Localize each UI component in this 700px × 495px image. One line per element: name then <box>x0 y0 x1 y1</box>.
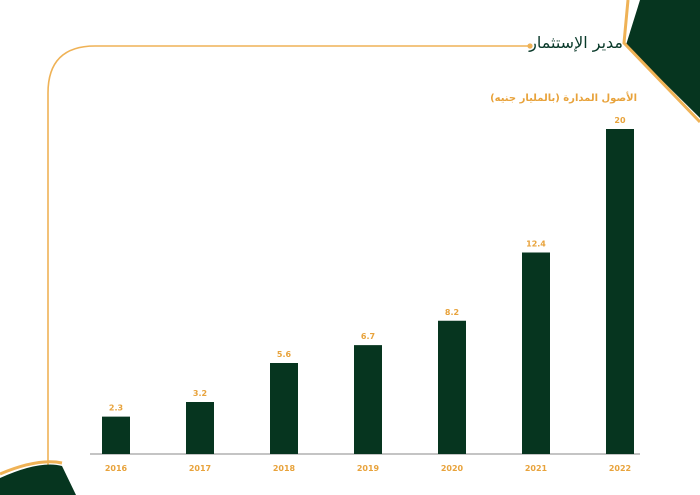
corner-accent-bottom-left <box>0 460 63 476</box>
x-tick-label-2016: 2016 <box>105 464 128 473</box>
x-tick-labels-group: 2016 2017 2018 2019 2020 2021 2022 <box>105 464 631 473</box>
corner-decoration-bottom-left <box>0 464 76 495</box>
bar-2019 <box>354 345 382 454</box>
value-label-2017: 3.2 <box>193 389 207 398</box>
bar-2018 <box>270 363 298 454</box>
chart-title: الأصول المدارة (بالمليار جنيه) <box>490 93 637 104</box>
x-tick-label-2020: 2020 <box>441 464 464 473</box>
bar-2022 <box>606 129 634 454</box>
x-tick-label-2019: 2019 <box>357 464 380 473</box>
corner-accent-top-right <box>622 0 700 124</box>
value-labels-group: 2.3 3.2 5.6 6.7 8.2 12.4 20 <box>109 116 626 413</box>
value-label-2020: 8.2 <box>445 308 459 317</box>
x-tick-label-2018: 2018 <box>273 464 296 473</box>
value-label-2016: 2.3 <box>109 404 123 413</box>
bar-2021 <box>522 252 550 454</box>
page-title: مدير الإستثمار <box>529 33 623 52</box>
frame-line <box>47 45 530 478</box>
corner-decoration-top-right <box>626 0 700 118</box>
value-label-2022: 20 <box>614 116 626 125</box>
bar-2017 <box>186 402 214 454</box>
value-label-2019: 6.7 <box>361 332 375 341</box>
frame-dot <box>527 43 533 49</box>
x-tick-label-2022: 2022 <box>609 464 631 473</box>
value-label-2021: 12.4 <box>526 240 546 249</box>
bars-group <box>102 129 634 454</box>
bar-2016 <box>102 416 130 454</box>
bar-2020 <box>438 320 466 454</box>
value-label-2018: 5.6 <box>277 350 292 359</box>
x-tick-label-2017: 2017 <box>189 464 211 473</box>
x-tick-label-2021: 2021 <box>525 464 548 473</box>
